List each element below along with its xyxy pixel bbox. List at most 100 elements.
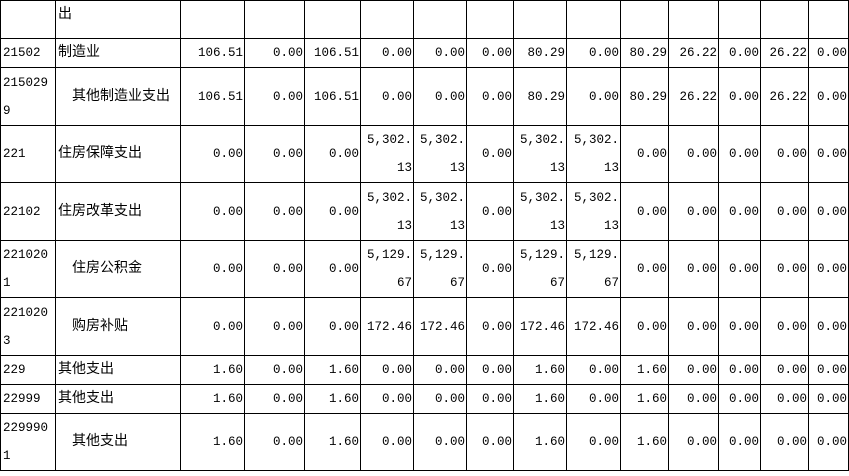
amount-cell: 0.00 [566, 38, 621, 68]
amount-cell: 1.60 [180, 355, 245, 385]
amount-cell: 26.22 [760, 67, 809, 126]
amount-cell: 0.00 [466, 240, 514, 298]
amount-cell: 172.46 [566, 297, 621, 356]
amount-cell: 0.00 [808, 240, 849, 298]
amount-cell: 0.00 [304, 182, 361, 241]
name-cell: 其他制造业支出 [55, 67, 181, 126]
code-cell: 2299901 [0, 413, 56, 471]
amount-cell: 0.00 [566, 355, 621, 385]
amount-cell: 5,302.13 [413, 182, 467, 241]
table-row: 22102 住房改革支出 0.00 0.00 0.00 5,302.13 5,302.13 0… [0, 182, 849, 241]
amount-cell: 0.00 [304, 297, 361, 356]
amount-cell: 5,302.13 [566, 125, 621, 183]
amount-cell: 0.00 [566, 67, 621, 126]
amount-cell: 5,302.13 [513, 182, 567, 241]
amount-cell: 0.00 [808, 67, 849, 126]
amount-cell [808, 0, 849, 39]
amount-cell [760, 0, 809, 39]
amount-cell: 0.00 [620, 182, 669, 241]
amount-cell [668, 0, 719, 39]
amount-cell: 0.00 [466, 67, 514, 126]
amount-cell [413, 0, 467, 39]
table-row: 221 住房保障支出 0.00 0.00 0.00 5,302.13 5,302.13 0.0… [0, 125, 849, 183]
amount-cell: 0.00 [244, 125, 305, 183]
amount-cell: 0.00 [413, 413, 467, 471]
amount-cell: 0.00 [466, 182, 514, 241]
amount-cell: 0.00 [360, 38, 414, 68]
amount-cell: 0.00 [760, 125, 809, 183]
amount-cell: 0.00 [244, 67, 305, 126]
amount-cell: 0.00 [620, 125, 669, 183]
amount-cell [304, 0, 361, 39]
amount-cell: 5,302.13 [360, 182, 414, 241]
amount-cell [513, 0, 567, 39]
amount-cell: 80.29 [513, 38, 567, 68]
amount-cell: 5,302.13 [360, 125, 414, 183]
amount-cell: 0.00 [244, 413, 305, 471]
amount-cell: 0.00 [413, 384, 467, 414]
code-cell: 2150299 [0, 67, 56, 126]
amount-cell: 0.00 [718, 413, 761, 471]
amount-cell: 1.60 [513, 384, 567, 414]
amount-cell: 0.00 [760, 182, 809, 241]
amount-cell: 0.00 [760, 384, 809, 414]
amount-cell: 0.00 [808, 413, 849, 471]
amount-cell: 0.00 [718, 240, 761, 298]
amount-cell: 0.00 [760, 240, 809, 298]
amount-cell: 0.00 [566, 384, 621, 414]
amount-cell: 0.00 [360, 384, 414, 414]
amount-cell: 0.00 [466, 38, 514, 68]
amount-cell [566, 0, 621, 39]
amount-cell: 0.00 [244, 297, 305, 356]
amount-cell: 80.29 [620, 67, 669, 126]
name-cell: 住房公积金 [55, 240, 181, 298]
amount-cell [620, 0, 669, 39]
amount-cell: 1.60 [180, 384, 245, 414]
code-cell: 2210203 [0, 297, 56, 356]
amount-cell: 0.00 [718, 38, 761, 68]
amount-cell: 0.00 [668, 240, 719, 298]
amount-cell: 172.46 [413, 297, 467, 356]
table-row: 21502 制造业 106.51 0.00 106.51 0.00 0.00 0.00 80.2… [0, 38, 849, 68]
table-row: 2210203 购房补贴 0.00 0.00 0.00 172.46 172.46 0.00 1… [0, 297, 849, 356]
amount-cell: 172.46 [513, 297, 567, 356]
name-cell: 其他支出 [55, 413, 181, 471]
amount-cell: 1.60 [513, 413, 567, 471]
table-row: 229 其他支出 1.60 0.00 1.60 0.00 0.00 0.00 1.60 0.00 1… [0, 355, 849, 385]
amount-cell: 0.00 [760, 413, 809, 471]
amount-cell: 5,129.67 [566, 240, 621, 298]
amount-cell: 0.00 [760, 355, 809, 385]
amount-cell: 1.60 [513, 355, 567, 385]
amount-cell: 0.00 [244, 355, 305, 385]
amount-cell: 0.00 [808, 297, 849, 356]
code-cell: 229 [0, 355, 56, 385]
amount-cell: 0.00 [413, 38, 467, 68]
amount-cell: 0.00 [244, 38, 305, 68]
code-cell [0, 0, 56, 39]
amount-cell: 0.00 [466, 297, 514, 356]
amount-cell: 0.00 [304, 125, 361, 183]
amount-cell: 0.00 [808, 125, 849, 183]
amount-cell: 0.00 [360, 413, 414, 471]
code-cell: 2210201 [0, 240, 56, 298]
amount-cell: 0.00 [718, 67, 761, 126]
amount-cell: 0.00 [566, 413, 621, 471]
name-cell: 其他支出 [55, 355, 181, 385]
amount-cell: 0.00 [413, 355, 467, 385]
amount-cell [466, 0, 514, 39]
table-row: 2210201 住房公积金 0.00 0.00 0.00 5,129.67 5,129.67… [0, 240, 849, 298]
amount-cell: 0.00 [718, 355, 761, 385]
code-cell: 21502 [0, 38, 56, 68]
amount-cell: 0.00 [180, 297, 245, 356]
amount-cell: 0.00 [304, 240, 361, 298]
amount-cell: 1.60 [180, 413, 245, 471]
amount-cell: 0.00 [244, 384, 305, 414]
amount-cell: 26.22 [760, 38, 809, 68]
name-cell: 其他支出 [55, 384, 181, 414]
name-cell: 住房改革支出 [55, 182, 181, 241]
amount-cell: 5,302.13 [413, 125, 467, 183]
amount-cell: 0.00 [360, 67, 414, 126]
amount-cell: 0.00 [760, 297, 809, 356]
name-cell: 购房补贴 [55, 297, 181, 356]
